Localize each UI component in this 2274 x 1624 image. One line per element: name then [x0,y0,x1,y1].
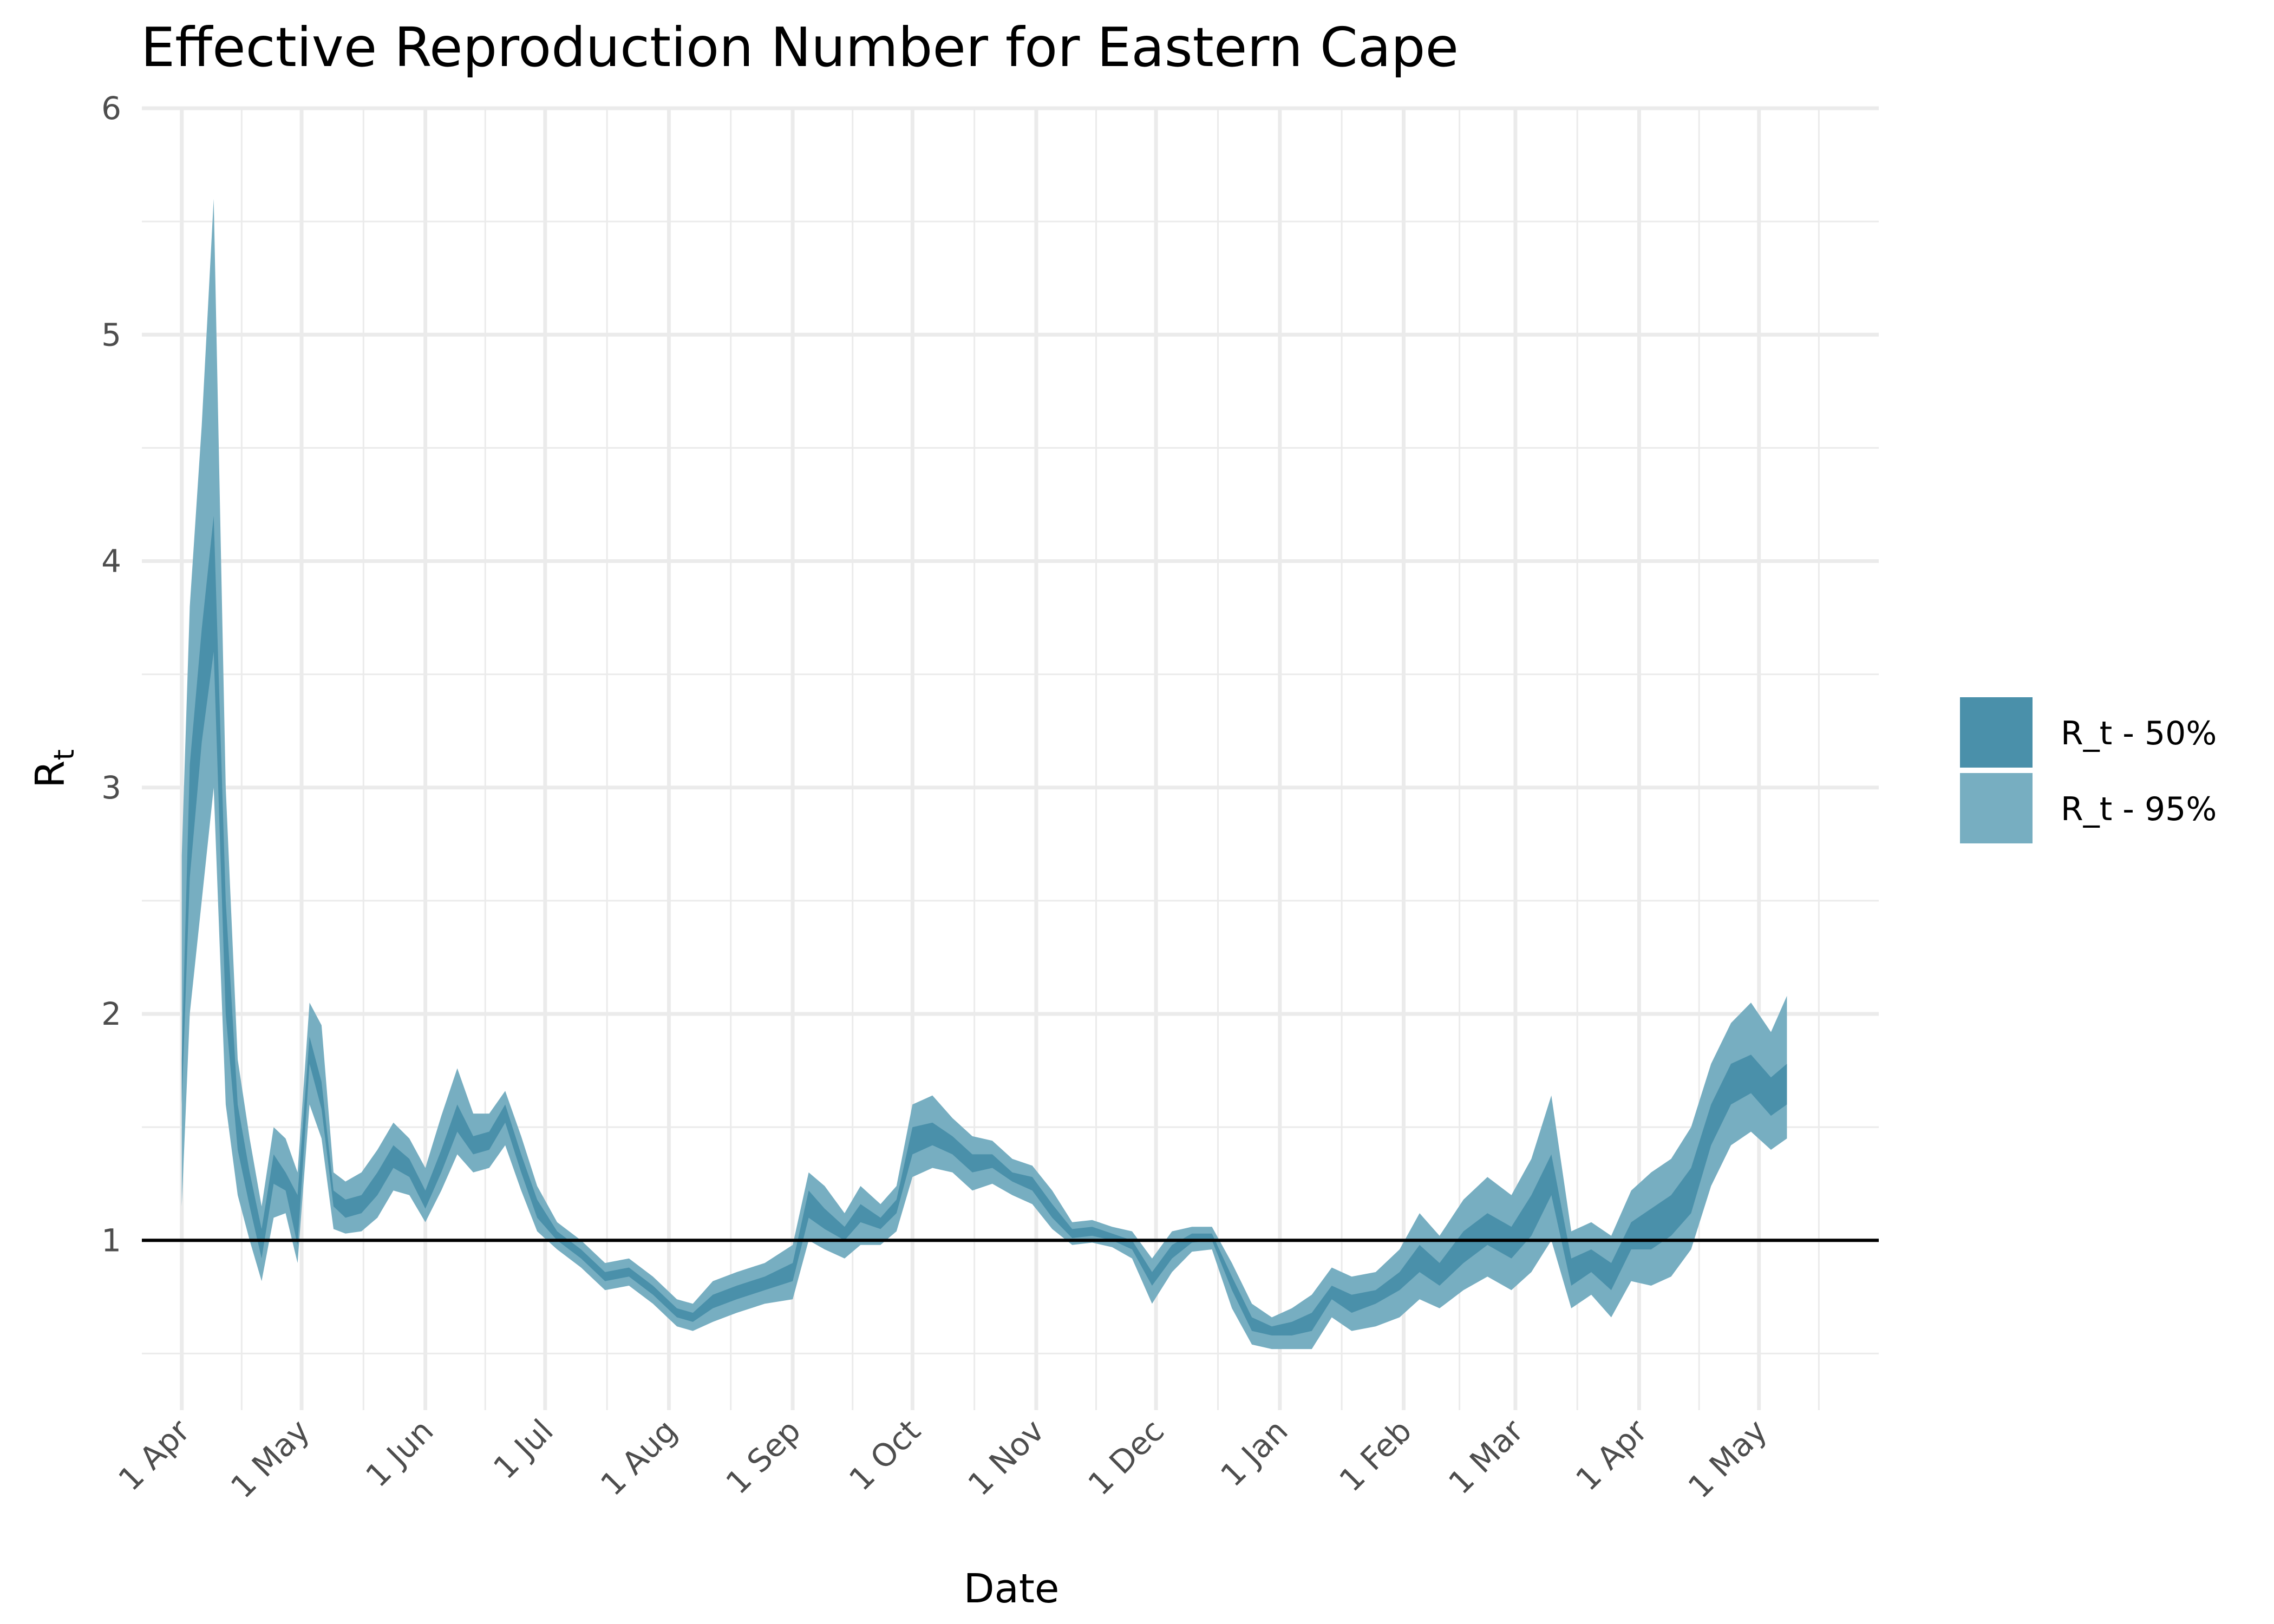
legend-key [1960,773,2033,843]
legend-label: R_t - 50% [2061,715,2217,752]
legend-label: R_t - 95% [2061,790,2217,828]
legend: R_t - 50% R_t - 95% [1960,697,2217,843]
legend-key [1960,697,2033,768]
y-axis-title-subscript: t [48,749,81,760]
x-axis-title: Date [964,1566,1060,1612]
y-tick-label: 4 [101,543,121,580]
chart-title: Effective Reproduction Number for Easter… [141,16,1459,79]
band-50-percent [181,515,1787,1335]
y-tick-label: 6 [101,90,121,127]
y-axis-title-main: R [27,760,74,788]
y-axis-title: Rt [27,749,81,788]
y-tick-label: 2 [101,996,121,1032]
y-tick-label: 5 [101,316,121,353]
y-tick-label: 3 [101,769,121,806]
y-tick-label: 1 [101,1222,121,1259]
plot-panel [142,108,1879,1410]
